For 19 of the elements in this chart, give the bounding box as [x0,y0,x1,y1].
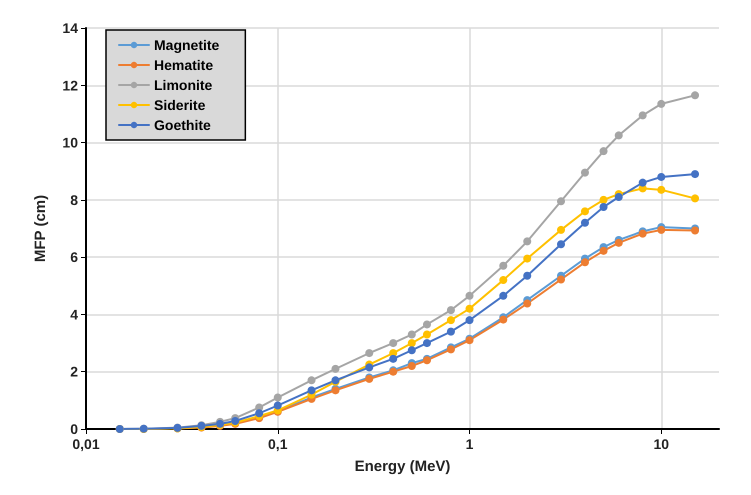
x-tick-label: 0,1 [268,436,288,452]
legend-label: Hematite [154,57,214,73]
legend-label: Limonite [154,77,213,93]
y-tick-label: 4 [70,306,78,322]
y-tick-label: 12 [62,77,78,94]
legend-label: Magnetite [154,37,220,53]
y-tick-label: 0 [70,421,78,437]
x-tick-label: 10 [653,436,670,452]
y-tick-label: 10 [62,134,78,151]
y-tick-label: 6 [70,249,78,266]
y-tick-label: 14 [62,20,78,36]
legend-label: Siderite [154,97,206,113]
legend-label: Goethite [154,117,211,133]
y-axis-title: MFP (cm) [32,194,49,262]
y-tick-label: 2 [70,364,78,380]
x-tick-label: 0,01 [72,436,100,452]
x-axis-title: Energy (MeV) [354,458,450,475]
x-tick-label: 1 [466,436,474,452]
y-tick-label: 8 [70,192,78,208]
